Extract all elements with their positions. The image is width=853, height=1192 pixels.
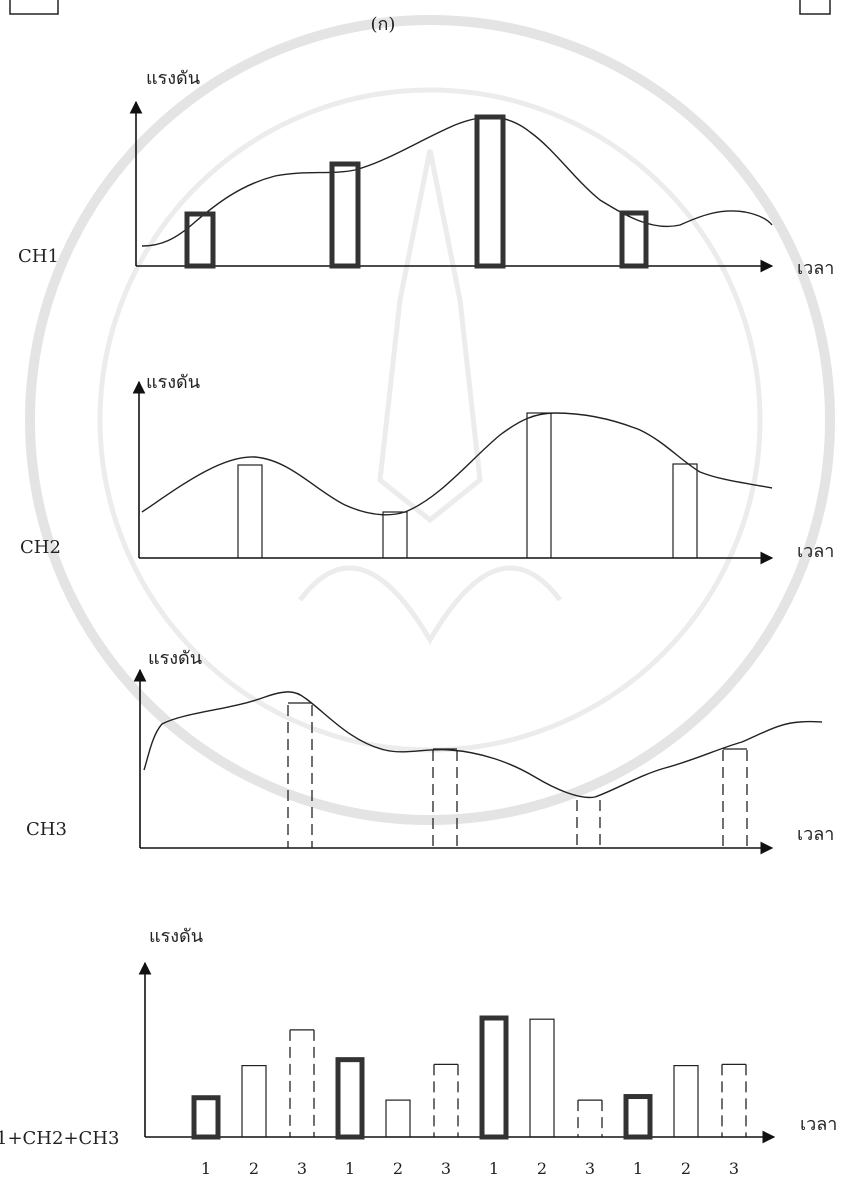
watermark-seal: [25, 15, 835, 825]
combined-sample-bar: [385, 1099, 411, 1138]
signal-curve: [143, 691, 823, 799]
x-tick-label: 1: [201, 1159, 211, 1178]
x-axis-label: เวลา: [797, 258, 834, 279]
x-tick-label: 2: [393, 1159, 403, 1178]
combined-sample-bar: [623, 1094, 653, 1140]
x-tick-label: 1: [345, 1159, 355, 1178]
combined-sample-bar: [433, 1063, 459, 1137]
sample-bar: [474, 114, 506, 269]
channel-label: CH1: [18, 246, 59, 267]
channel-label: CH2: [20, 537, 61, 558]
y-axis-label: แรงดัน: [148, 648, 202, 669]
sample-bar: [329, 161, 361, 269]
x-tick-label: 3: [585, 1159, 595, 1178]
combined-sample-bar: [721, 1063, 747, 1137]
y-axis-label: แรงดัน: [149, 926, 203, 947]
x-tick-label: 3: [441, 1159, 451, 1178]
figure-sublabel: (ก): [371, 14, 396, 35]
sample-bar: [237, 464, 263, 559]
x-tick-label: 2: [249, 1159, 259, 1178]
combined-sample-bar: [577, 1099, 603, 1137]
channel-label: CH3: [26, 819, 67, 840]
sample-bar: [672, 463, 698, 559]
combined-sample-bar: [289, 1029, 315, 1137]
signal-curve: [141, 116, 773, 247]
sample-bar: [619, 210, 649, 269]
sample-bar: [287, 702, 313, 848]
combined-sample-bar: [479, 1015, 509, 1140]
x-tick-label: 3: [297, 1159, 307, 1178]
combined-sample-bar: [529, 1018, 555, 1138]
sample-bar: [526, 412, 552, 559]
x-axis-label: เวลา: [800, 1114, 837, 1135]
sample-bar: [184, 211, 216, 269]
combined-sample-bar: [335, 1057, 365, 1140]
panel-combined: 1 2 3 1 2 3 1 2 3 1 2 3 แรงดัน เวลา 1+CH2+CH3: [0, 926, 837, 1178]
x-tick-label: 3: [729, 1159, 739, 1178]
signal-curve: [141, 412, 773, 516]
combined-sample-bar: [191, 1095, 221, 1140]
x-tick-label: 2: [681, 1159, 691, 1178]
combined-sample-bar: [241, 1064, 267, 1138]
combined-sample-bar: [673, 1064, 699, 1138]
sample-bar: [722, 748, 748, 848]
x-tick-label: 1: [489, 1159, 499, 1178]
sample-bar: [576, 800, 601, 848]
x-axis-label: เวลา: [797, 824, 834, 845]
panel-ch1: แรงดัน เวลา CH1: [18, 68, 834, 279]
x-axis-label: เวลา: [797, 541, 834, 562]
panel-ch2: แรงดัน เวลา CH2: [20, 372, 834, 565]
sample-bar: [432, 748, 458, 848]
top-fragments: [9, 0, 831, 15]
y-axis-label: แรงดัน: [146, 372, 200, 393]
x-tick-label: 2: [537, 1159, 547, 1178]
y-axis-label: แรงดัน: [146, 68, 200, 89]
x-tick-label: 1: [633, 1159, 643, 1178]
panel-ch3: แรงดัน เวลา CH3: [26, 648, 834, 855]
sample-bar: [382, 511, 408, 559]
channel-label: 1+CH2+CH3: [0, 1128, 119, 1149]
